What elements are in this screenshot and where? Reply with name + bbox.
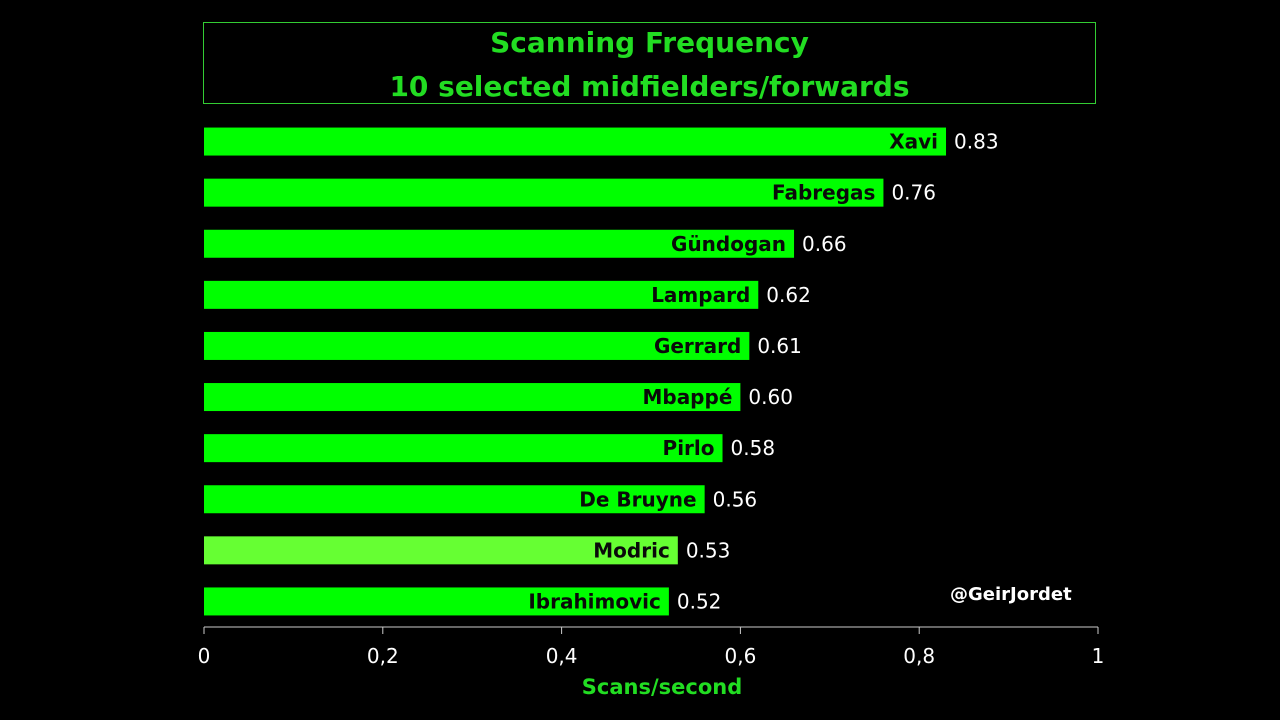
bar-category-label: Fabregas <box>772 181 875 205</box>
bar-category-label: Pirlo <box>663 436 715 460</box>
bar-value-label: 0.52 <box>677 589 722 613</box>
bar-value-label: 0.56 <box>713 487 758 511</box>
bar-category-label: De Bruyne <box>579 487 696 511</box>
x-tick-label: 0,6 <box>724 644 756 668</box>
bar <box>204 536 678 565</box>
chart-title: Scanning Frequency <box>490 26 809 59</box>
x-tick-label: 1 <box>1092 644 1105 668</box>
chart-title-box: Scanning Frequency 10 selected midfielde… <box>203 22 1096 104</box>
x-tick-label: 0,4 <box>546 644 578 668</box>
bar-category-label: Xavi <box>889 130 938 154</box>
bar <box>204 178 884 207</box>
bar <box>204 280 759 309</box>
bar-value-label: 0.53 <box>686 538 731 562</box>
watermark: @GeirJordet <box>950 584 1072 605</box>
bar <box>204 485 705 514</box>
bar-category-label: Gündogan <box>671 232 786 256</box>
bar-category-label: Lampard <box>651 283 750 307</box>
x-axis-label: Scans/second <box>581 675 743 699</box>
bar <box>204 383 741 412</box>
bar-value-label: 0.76 <box>891 181 936 205</box>
bar-value-label: 0.66 <box>802 232 847 256</box>
x-tick-label: 0,2 <box>367 644 399 668</box>
chart-subtitle: 10 selected midfielders/forwards <box>389 70 910 103</box>
bar-category-label: Modric <box>593 538 670 562</box>
bar-category-label: Ibrahimovic <box>528 589 661 613</box>
bar <box>204 331 750 360</box>
bar-value-label: 0.58 <box>731 436 776 460</box>
bar-value-label: 0.60 <box>748 385 793 409</box>
bar <box>204 127 947 156</box>
bar <box>204 587 669 616</box>
bar-category-label: Mbappé <box>642 385 732 409</box>
x-tick-label: 0,8 <box>903 644 935 668</box>
x-tick-label: 0 <box>198 644 211 668</box>
bar <box>204 434 723 463</box>
bar-category-label: Gerrard <box>654 334 741 358</box>
bar <box>204 229 795 258</box>
bar-value-label: 0.62 <box>766 283 811 307</box>
bar-value-label: 0.83 <box>954 130 999 154</box>
bar-value-label: 0.61 <box>757 334 802 358</box>
